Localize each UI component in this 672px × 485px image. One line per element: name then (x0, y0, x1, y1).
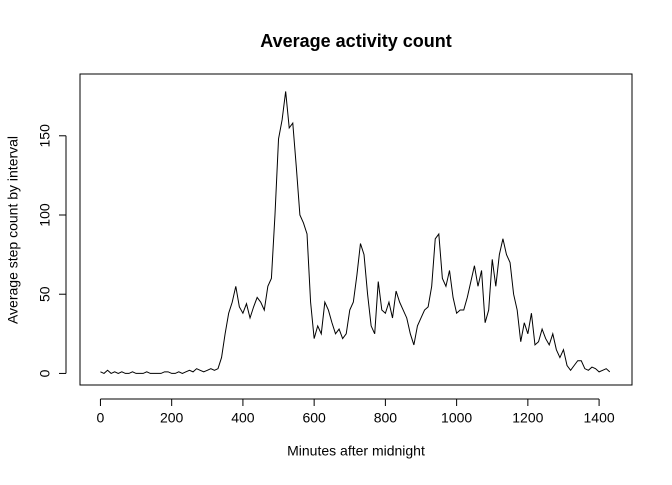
x-tick-label: 1200 (512, 410, 543, 426)
x-tick-label: 600 (302, 410, 326, 426)
y-tick-label: 150 (37, 124, 53, 148)
x-axis-label: Minutes after midnight (287, 443, 425, 459)
x-tick-label: 0 (97, 410, 105, 426)
x-tick-label: 400 (231, 410, 255, 426)
x-tick-label: 1400 (584, 410, 615, 426)
plot-frame (79, 73, 633, 386)
y-tick-label: 100 (37, 203, 53, 227)
x-tick-label: 200 (160, 410, 184, 426)
chart-title: Average activity count (260, 31, 451, 51)
data-line (100, 91, 611, 375)
y-tick-label: 50 (37, 286, 53, 302)
x-tick-label: 1000 (441, 410, 472, 426)
y-axis-label: Average step count by interval (5, 136, 21, 324)
y-tick-label: 0 (37, 369, 53, 377)
x-tick-label: 800 (374, 410, 398, 426)
